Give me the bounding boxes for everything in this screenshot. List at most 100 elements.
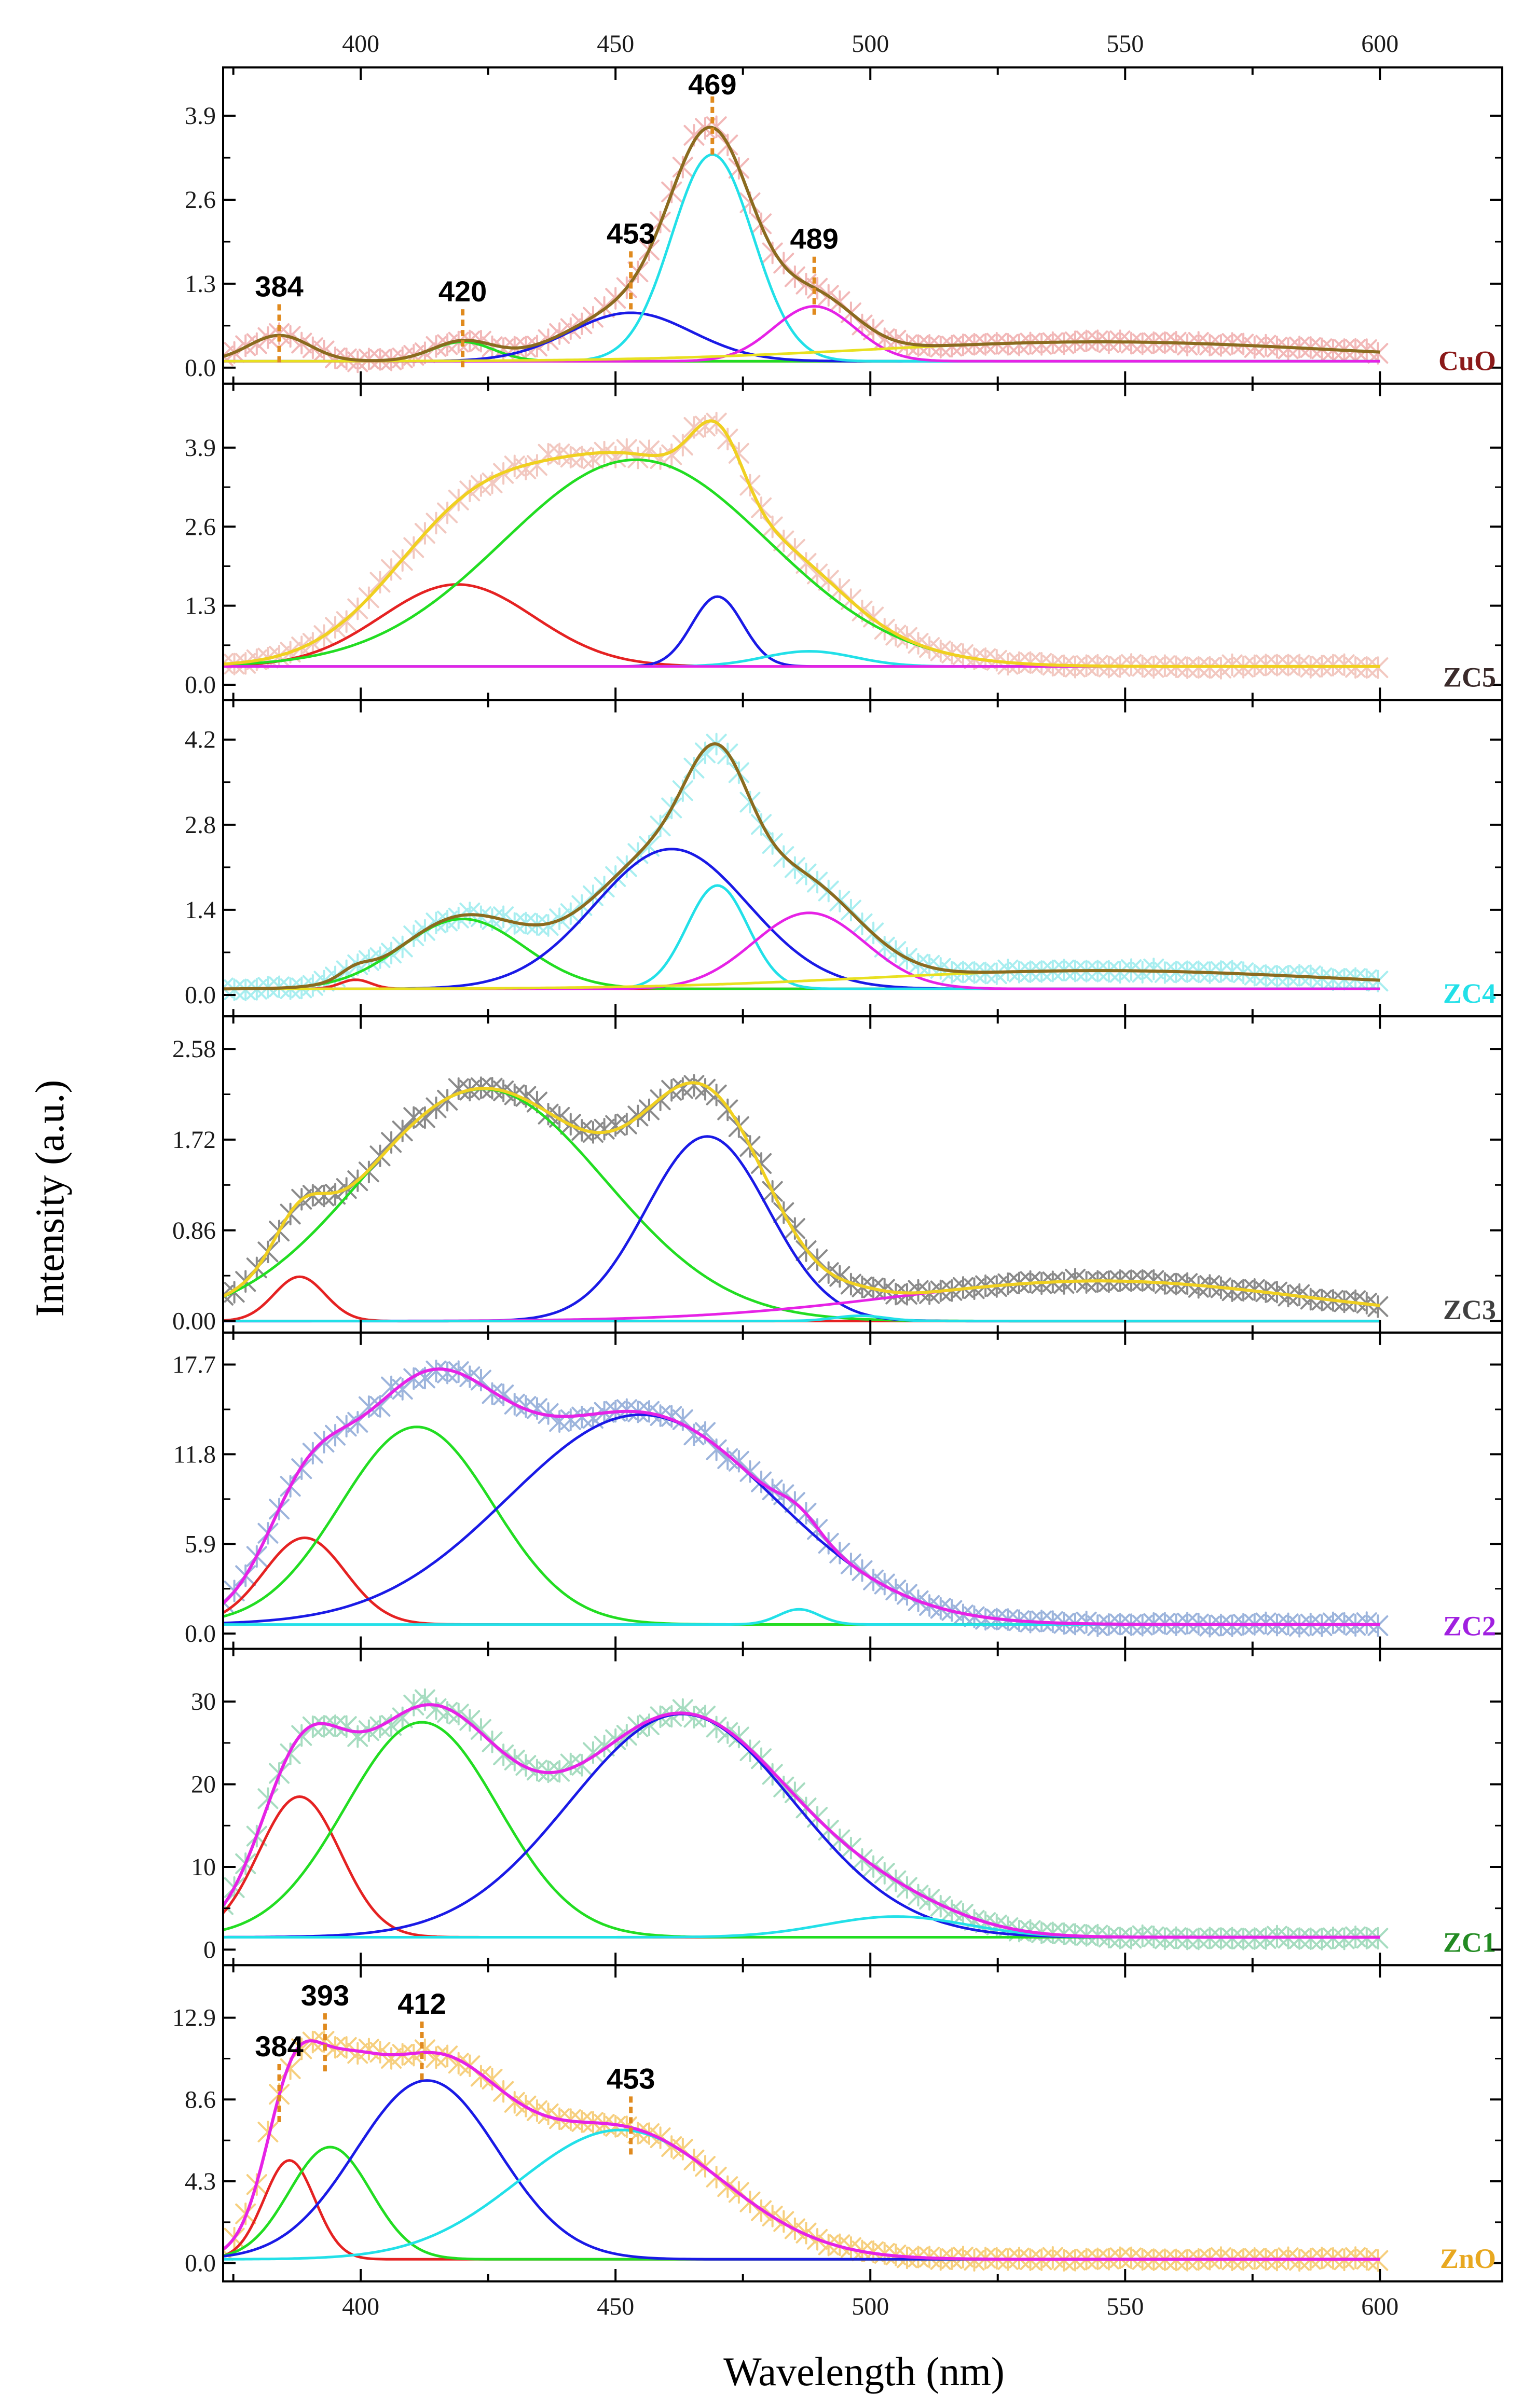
x-tick-label-top: 450	[597, 30, 634, 58]
data-point	[336, 2036, 357, 2059]
cumulative-fit	[224, 1081, 1380, 1307]
data-point	[538, 914, 559, 937]
data-point	[829, 2233, 850, 2257]
y-tick-label: 11.8	[173, 1441, 216, 1468]
data-point	[986, 962, 1007, 985]
data-points-zno	[224, 2030, 1389, 2272]
data-point	[538, 1402, 559, 1425]
data-point	[526, 2099, 547, 2122]
data-point	[952, 2246, 973, 2268]
x-axis-title: Wavelength (nm)	[723, 2349, 1005, 2394]
data-point	[1210, 657, 1231, 680]
data-point	[369, 1395, 391, 1418]
y-tick-label: 4.2	[185, 726, 216, 754]
y-tick-label: 1.3	[185, 270, 216, 298]
data-point	[683, 1074, 705, 1097]
panel-zc5: 0.0 1.3 2.6 3.9 ZC5	[185, 382, 1503, 701]
y-tick-label: 0.0	[185, 671, 216, 699]
y-tick-label: 17.7	[172, 1351, 216, 1379]
x-tick-label: 550	[1106, 2293, 1144, 2320]
x-tick-label: 450	[597, 2293, 634, 2320]
data-point	[381, 2047, 402, 2070]
data-point	[414, 2038, 435, 2061]
component-peak-2	[224, 1426, 1380, 1626]
component-peak-3	[224, 1413, 1380, 1626]
component-peak-3	[224, 1712, 1380, 1939]
data-point	[426, 1697, 447, 1720]
data-point	[403, 1367, 424, 1390]
x-tick-label: 400	[342, 2293, 379, 2320]
plot-area	[224, 1688, 1389, 1950]
data-point	[493, 905, 514, 929]
peak-marker-label: 393	[301, 1979, 349, 2012]
data-point	[1322, 1611, 1343, 1635]
peak-marker-label: 453	[607, 2062, 655, 2095]
y-tick-label: 0	[203, 1936, 216, 1963]
plot-area	[224, 2030, 1389, 2272]
data-point	[1177, 1927, 1198, 1950]
peak-marker-label: 453	[607, 217, 655, 250]
x-tick-label-top: 550	[1106, 30, 1144, 58]
panels-group: 0.0 1.3 2.6 3.9 CuO 384 420 453 469 489 0.0 1.3 2.6 3…	[172, 30, 1503, 2320]
sample-label-zc4: ZC4	[1443, 978, 1496, 1009]
y-tick-label: 4.3	[185, 2168, 216, 2195]
x-tick-label-top: 500	[852, 30, 889, 58]
y-tick-label: 1.3	[185, 592, 216, 620]
data-point	[661, 1705, 682, 1728]
component-peak-1	[224, 2159, 1380, 2261]
y-tick-label: 0.0	[185, 2250, 216, 2277]
y-tick-label: 30	[191, 1688, 216, 1715]
data-point	[908, 1279, 929, 1302]
data-points-zc4	[224, 732, 1389, 1002]
component-peak-2	[224, 2146, 1380, 2261]
data-point	[1233, 1928, 1254, 1950]
data-point	[358, 2038, 379, 2061]
y-tick-label: 1.4	[185, 896, 216, 924]
data-points-zc5	[224, 411, 1389, 680]
data-point	[538, 2102, 559, 2125]
panel-zc3: 0.00 0.86 1.72 2.58 ZC3	[172, 1015, 1503, 1335]
y-tick-label: 3.9	[185, 434, 216, 462]
data-point	[706, 1438, 727, 1461]
plot-area	[224, 1074, 1389, 1323]
peak-marker-label: 384	[255, 2030, 303, 2063]
component-peak-1	[224, 1536, 1380, 1626]
data-point	[672, 1408, 693, 1431]
cumulative-fit	[224, 742, 1380, 991]
peak-marker-label: 489	[790, 223, 838, 255]
data-point	[381, 558, 402, 581]
y-tick-label: 5.9	[185, 1530, 216, 1558]
y-tick-label: 20	[191, 1771, 216, 1798]
component-peak-5	[224, 1314, 1380, 1323]
data-point	[1065, 1268, 1086, 1291]
data-point	[616, 438, 637, 461]
data-point	[224, 1284, 234, 1306]
plot-area	[224, 1360, 1389, 1638]
y-tick-label: 1.72	[172, 1126, 216, 1154]
data-point	[1143, 1269, 1164, 1292]
data-point	[347, 2042, 368, 2065]
y-tick-label: 0.86	[172, 1217, 216, 1244]
data-point	[639, 439, 660, 462]
data-point	[1289, 1283, 1310, 1306]
x-tick-label-top: 400	[342, 30, 379, 58]
component-peak-2	[224, 1721, 1380, 1939]
sample-label-zc2: ZC2	[1443, 1611, 1496, 1642]
y-tick-label: 2.58	[172, 1035, 216, 1063]
y-tick-label: 12.9	[172, 2004, 216, 2032]
sample-label-cuo: CuO	[1438, 345, 1496, 377]
peak-marker-label: 384	[255, 270, 303, 302]
peak-marker-label: 420	[438, 275, 487, 308]
x-tick-label: 600	[1361, 2293, 1398, 2320]
panel-frame	[222, 1964, 1503, 2282]
data-point	[1356, 338, 1377, 361]
plot-area	[224, 411, 1389, 680]
data-point	[437, 501, 458, 524]
x-tick-label: 500	[852, 2293, 889, 2320]
y-tick-label: 2.6	[185, 186, 216, 214]
component-peak-4	[224, 2128, 1380, 2261]
panel-zc1: 0 10 20 30 ZC1	[191, 1648, 1503, 1967]
data-point	[1042, 2246, 1063, 2269]
data-point	[672, 1698, 693, 1721]
